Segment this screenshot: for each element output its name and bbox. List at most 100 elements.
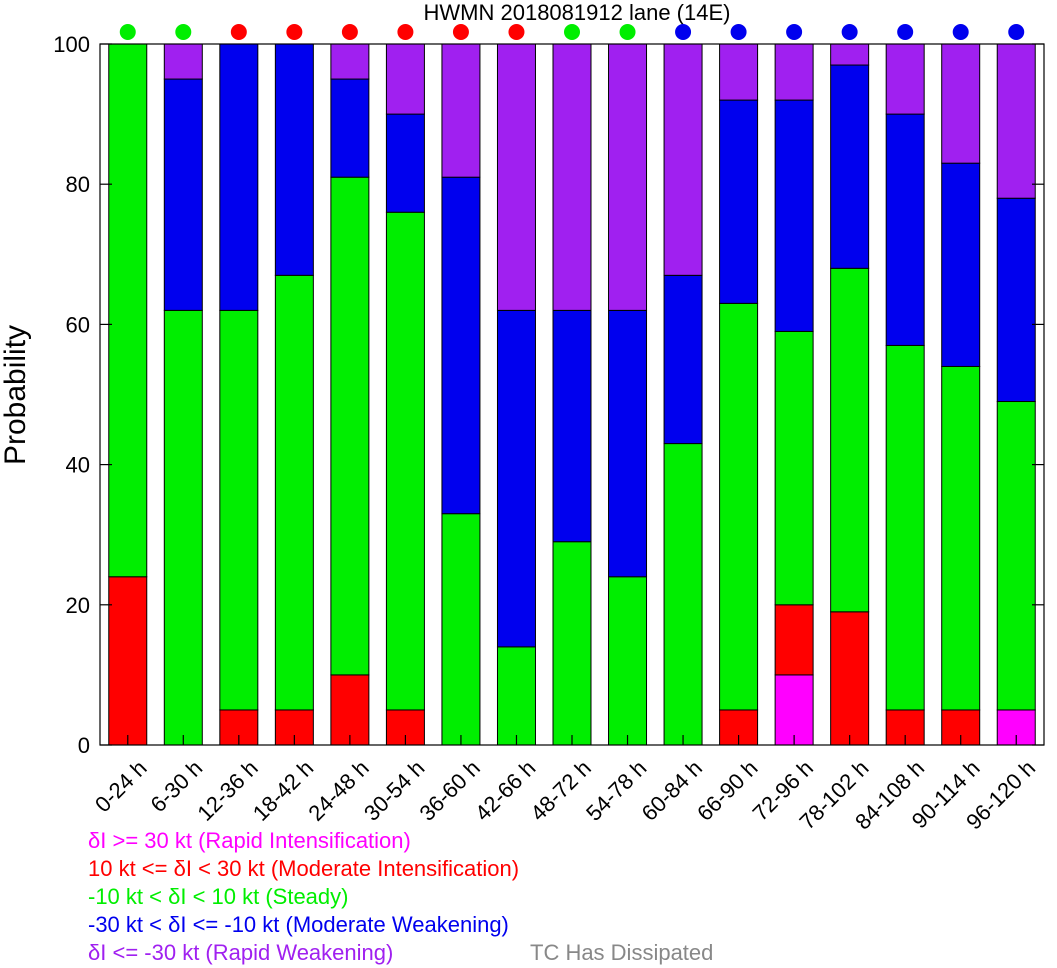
legend-entry-0: δI >= 30 kt (Rapid Intensification)	[88, 828, 411, 853]
top-marker-14	[897, 24, 914, 40]
y-tick-label-3: 60	[66, 312, 90, 337]
x-tick-label-8: 48-72 h	[526, 755, 596, 825]
x-tick-label-11: 66-90 h	[692, 755, 762, 825]
x-tick-labels: 0-24 h6-30 h12-36 h18-42 h24-48 h30-54 h…	[90, 755, 1040, 834]
bar-segment-4-3	[330, 78, 370, 178]
x-tick-label-4: 24-48 h	[303, 755, 373, 825]
top-marker-5	[397, 24, 414, 40]
legend-dissipated: TC Has Dissipated	[530, 940, 713, 965]
top-marker-0	[119, 24, 136, 40]
bar-segment-1-2	[163, 309, 203, 746]
chart-title: HWMN 2018081912 lane (14E)	[424, 0, 731, 25]
top-marker-11	[730, 24, 747, 40]
x-tick-label-0: 0-24 h	[90, 755, 152, 817]
bar-segment-16-4	[996, 43, 1036, 199]
top-marker-2	[230, 24, 247, 40]
top-markers	[119, 24, 1025, 40]
bar-segment-14-2	[885, 344, 925, 711]
bar-segment-12-2	[774, 330, 814, 606]
bar-segment-16-3	[996, 197, 1036, 403]
bar-segment-7-3	[496, 309, 536, 648]
bar-segment-4-4	[330, 43, 370, 80]
top-marker-1	[175, 24, 192, 40]
bars	[108, 43, 1036, 746]
bar-segment-12-4	[774, 43, 814, 101]
legend-entry-1: 10 kt <= δI < 30 kt (Moderate Intensific…	[88, 856, 519, 881]
bar-segment-15-2	[941, 365, 981, 711]
bar-segment-5-3	[385, 113, 425, 213]
bar-segment-12-3	[774, 99, 814, 332]
bar-segment-9-4	[608, 43, 648, 311]
bar-segment-15-4	[941, 43, 981, 164]
bar-segment-14-4	[885, 43, 925, 115]
y-tick-label-5: 100	[53, 32, 90, 57]
x-tick-label-9: 54-78 h	[581, 755, 651, 825]
top-marker-10	[675, 24, 692, 40]
bar-segment-11-3	[719, 99, 759, 304]
bar-segment-4-2	[330, 176, 370, 676]
top-marker-6	[452, 24, 469, 40]
bar-segment-13-4	[830, 43, 870, 66]
bar-segment-1-4	[163, 43, 203, 80]
legend: δI >= 30 kt (Rapid Intensification) 10 kt…	[88, 828, 713, 965]
bar-segment-0-2	[108, 43, 148, 578]
bar-segment-7-4	[496, 43, 536, 311]
x-tick-label-5: 30-54 h	[359, 755, 429, 825]
bar-segment-10-3	[663, 274, 703, 445]
bar-segment-16-2	[996, 401, 1036, 711]
bar-segment-2-2	[219, 309, 259, 711]
bar-segment-10-2	[663, 443, 703, 746]
bar-segment-8-2	[552, 541, 592, 746]
bar-segment-1-3	[163, 78, 203, 311]
bar-segment-10-4	[663, 43, 703, 276]
bar-segment-6-3	[441, 176, 481, 515]
y-tick-label-4: 80	[66, 172, 90, 197]
bar-segment-2-3	[219, 43, 259, 311]
bar-segment-7-2	[496, 646, 536, 746]
y-tick-label-2: 40	[66, 453, 90, 478]
x-tick-label-6: 36-60 h	[414, 755, 484, 825]
bar-segment-11-2	[719, 302, 759, 711]
bar-segment-0-1	[108, 576, 148, 746]
legend-entry-4: δI <= -30 kt (Rapid Weakening)	[88, 940, 393, 965]
legend-entry-3: -30 kt < δI <= -10 kt (Moderate Weakenin…	[88, 912, 509, 937]
y-tick-label-1: 20	[66, 593, 90, 618]
bar-segment-4-1	[330, 674, 370, 746]
axes: 0 20 40 60 80 100	[53, 32, 1045, 758]
bar-segment-12-1	[774, 604, 814, 676]
legend-entry-2: -10 kt < δI < 10 kt (Steady)	[88, 884, 348, 909]
top-marker-16	[1008, 24, 1025, 40]
x-tick-label-2: 12-36 h	[192, 755, 262, 825]
bar-segment-12-0	[774, 674, 814, 746]
y-axis-label: Probability	[0, 325, 32, 465]
top-marker-13	[841, 24, 858, 40]
top-marker-9	[619, 24, 636, 40]
top-marker-4	[341, 24, 358, 40]
top-marker-7	[508, 24, 525, 40]
bar-segment-8-3	[552, 309, 592, 543]
bar-segment-3-3	[274, 43, 314, 276]
bar-segment-9-3	[608, 309, 648, 578]
bar-segment-8-4	[552, 43, 592, 311]
bar-segment-13-2	[830, 267, 870, 613]
x-tick-label-3: 18-42 h	[248, 755, 318, 825]
bar-segment-15-3	[941, 162, 981, 367]
bar-segment-11-4	[719, 43, 759, 101]
x-tick-label-7: 42-66 h	[470, 755, 540, 825]
top-marker-8	[564, 24, 580, 40]
bar-segment-5-2	[385, 211, 425, 711]
bar-segment-13-1	[830, 611, 870, 746]
bar-segment-13-3	[830, 64, 870, 269]
bar-segment-6-2	[441, 513, 481, 746]
top-marker-15	[952, 24, 969, 40]
x-tick-label-10: 60-84 h	[637, 755, 707, 825]
bar-segment-3-2	[274, 274, 314, 711]
y-tick-label-0: 0	[78, 733, 90, 758]
bar-segment-9-2	[608, 576, 648, 746]
top-marker-3	[286, 24, 303, 40]
bar-segment-6-4	[441, 43, 481, 178]
bar-segment-5-4	[385, 43, 425, 115]
bar-segment-14-3	[885, 113, 925, 346]
top-marker-12	[786, 24, 803, 40]
